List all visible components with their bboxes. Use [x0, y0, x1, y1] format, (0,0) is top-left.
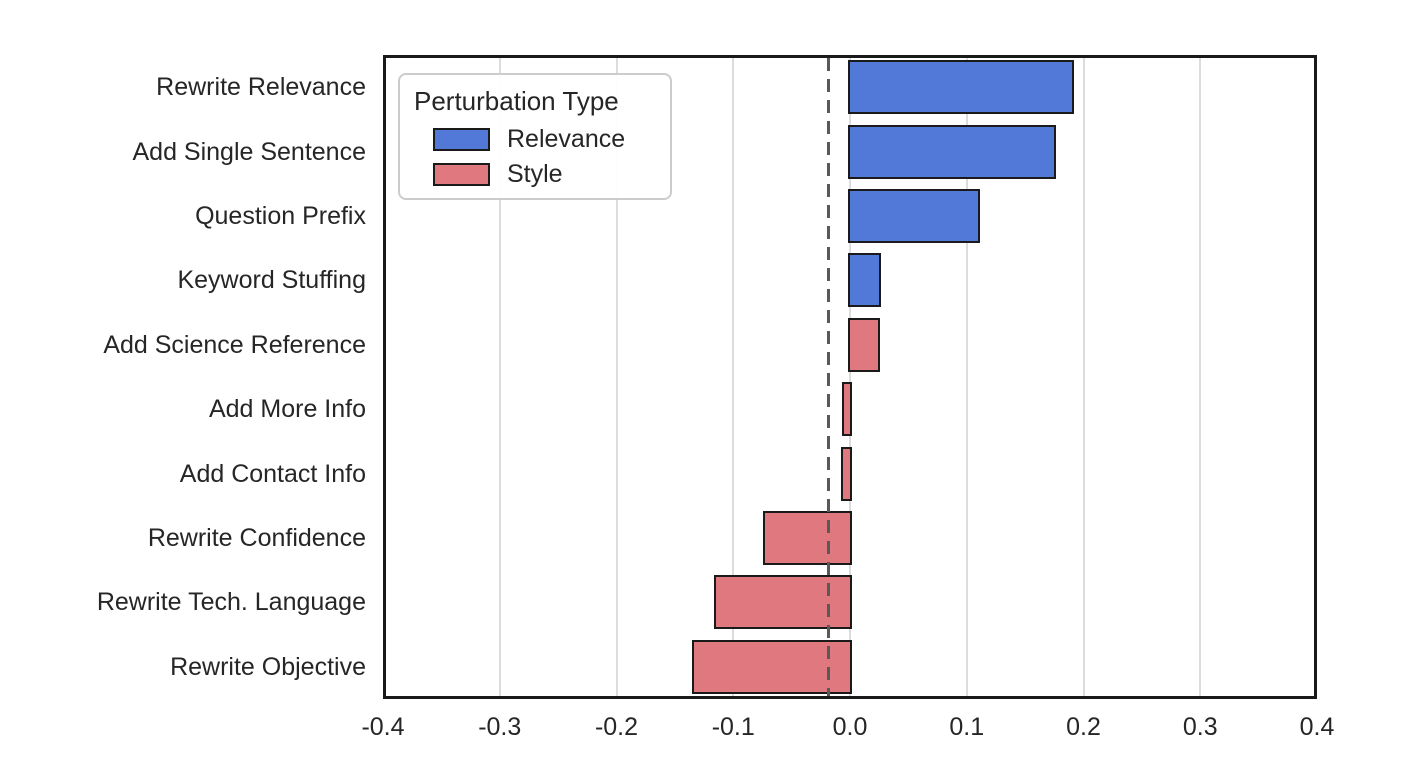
- bar-rewrite-confidence: [762, 511, 852, 565]
- x-tick-0.3: 0.3: [1182, 713, 1218, 741]
- gridline--0.1: [732, 58, 735, 696]
- y-label-add-science-reference: Add Science Reference: [103, 330, 366, 359]
- legend-entry-relevance: Relevance: [414, 125, 656, 153]
- style-swatch: [433, 162, 490, 186]
- bar-question-prefix: [848, 189, 981, 243]
- bar-add-science-reference: [848, 317, 881, 372]
- gridline-0.3: [1199, 58, 1202, 696]
- legend-label-relevance: Relevance: [507, 125, 626, 153]
- y-label-add-single-sentence: Add Single Sentence: [132, 137, 366, 166]
- x-tick-0.4: 0.4: [1299, 713, 1335, 741]
- legend: Perturbation Type Relevance Style: [398, 73, 672, 200]
- relevance-swatch: [433, 127, 490, 151]
- y-label-add-more-info: Add More Info: [208, 395, 366, 424]
- x-tick-0.1: 0.1: [949, 713, 985, 741]
- x-tick--0.1: -0.1: [711, 713, 755, 741]
- x-tick--0.4: -0.4: [361, 713, 405, 741]
- bar-keyword-stuffing: [848, 253, 882, 308]
- y-label-rewrite-objective: Rewrite Objective: [170, 652, 366, 681]
- x-tick-0.0: 0.0: [832, 713, 868, 741]
- bar-rewrite-tech-language: [713, 575, 852, 630]
- plot-area: Perturbation Type Relevance Style: [383, 55, 1317, 699]
- y-label-rewrite-relevance: Rewrite Relevance: [156, 73, 366, 102]
- gridline--0.2: [615, 58, 618, 696]
- legend-label-style: Style: [507, 160, 563, 188]
- y-label-add-contact-info: Add Contact Info: [179, 459, 366, 488]
- legend-title: Perturbation Type: [414, 86, 619, 116]
- y-label-rewrite-confidence: Rewrite Confidence: [147, 524, 366, 552]
- legend-entry-style: Style: [414, 160, 656, 188]
- gridline-0.1: [965, 58, 968, 696]
- gridline-0.2: [1082, 58, 1085, 696]
- y-label-rewrite-tech-language: Rewrite Tech. Language: [96, 588, 366, 617]
- x-tick-0.2: 0.2: [1066, 713, 1101, 741]
- y-label-question-prefix: Question Prefix: [195, 202, 366, 230]
- gridline--0.3: [498, 58, 501, 696]
- zero-reference-dashed-line: [827, 58, 831, 696]
- x-tick--0.2: -0.2: [594, 713, 639, 741]
- bar-rewrite-relevance: [848, 60, 1074, 115]
- bar-add-more-info: [842, 382, 852, 437]
- gridline-0: [849, 58, 851, 696]
- bar-rewrite-objective: [691, 639, 852, 694]
- bar-add-single-sentence: [848, 124, 1057, 179]
- bar-add-contact-info: [840, 446, 852, 501]
- x-tick--0.3: -0.3: [478, 713, 522, 741]
- y-label-keyword-stuffing: Keyword Stuffing: [177, 266, 366, 295]
